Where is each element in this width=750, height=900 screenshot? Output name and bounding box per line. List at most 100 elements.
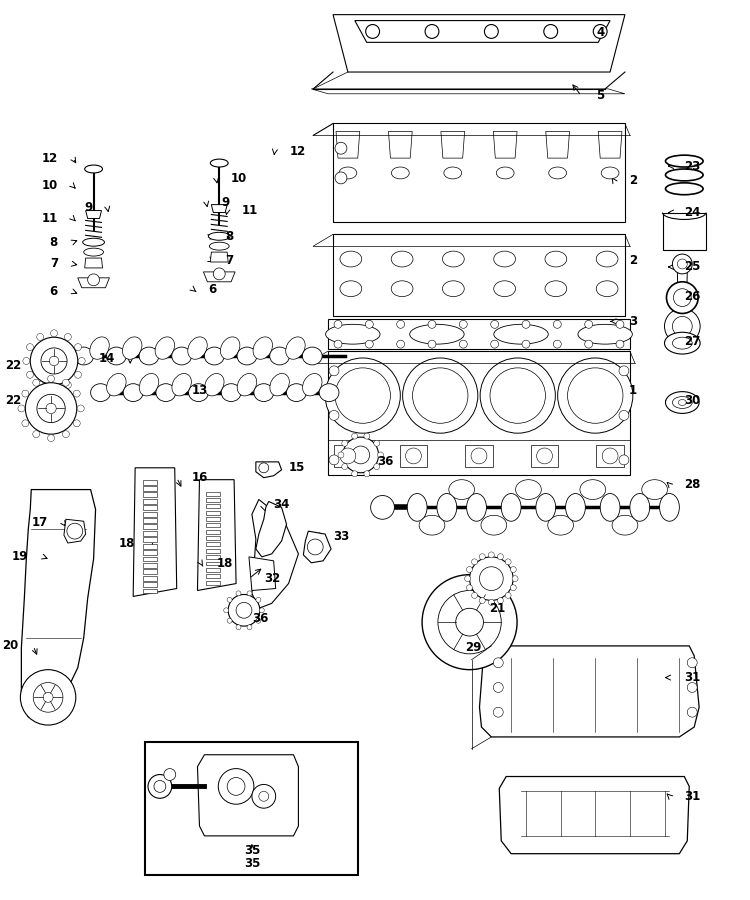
- Circle shape: [366, 24, 380, 39]
- Text: 12: 12: [290, 145, 306, 158]
- Circle shape: [334, 340, 342, 348]
- Circle shape: [20, 670, 76, 725]
- Circle shape: [256, 598, 261, 602]
- Circle shape: [422, 575, 517, 670]
- Bar: [206, 555, 220, 559]
- Circle shape: [260, 608, 264, 613]
- Bar: [206, 517, 220, 521]
- Circle shape: [247, 591, 252, 596]
- Circle shape: [510, 567, 516, 572]
- Circle shape: [236, 602, 252, 618]
- Ellipse shape: [496, 167, 514, 179]
- Text: 2: 2: [629, 254, 637, 266]
- Ellipse shape: [596, 281, 618, 297]
- Bar: [333, 123, 625, 222]
- Text: 15: 15: [289, 462, 305, 474]
- Bar: [143, 499, 157, 504]
- Circle shape: [585, 320, 592, 328]
- Ellipse shape: [665, 169, 703, 181]
- Text: 25: 25: [684, 260, 700, 274]
- Circle shape: [490, 368, 545, 423]
- Ellipse shape: [410, 324, 464, 344]
- Ellipse shape: [106, 374, 126, 396]
- Circle shape: [50, 385, 58, 392]
- Circle shape: [558, 358, 633, 433]
- Ellipse shape: [442, 281, 464, 297]
- Bar: [143, 562, 157, 568]
- Text: 36: 36: [252, 612, 268, 625]
- Bar: [206, 510, 220, 515]
- Ellipse shape: [172, 374, 191, 396]
- Ellipse shape: [419, 516, 445, 536]
- Ellipse shape: [536, 493, 556, 521]
- Ellipse shape: [515, 480, 541, 500]
- Circle shape: [340, 448, 356, 464]
- Text: 26: 26: [684, 290, 700, 303]
- Ellipse shape: [85, 165, 103, 173]
- Circle shape: [397, 320, 404, 328]
- Circle shape: [227, 598, 232, 602]
- Text: 35: 35: [244, 844, 260, 857]
- Ellipse shape: [156, 383, 176, 401]
- Polygon shape: [197, 755, 298, 836]
- Bar: [206, 543, 220, 546]
- Circle shape: [227, 618, 232, 623]
- Text: 31: 31: [684, 671, 700, 684]
- Circle shape: [18, 405, 25, 412]
- Ellipse shape: [139, 347, 159, 365]
- Text: 34: 34: [274, 498, 290, 511]
- Polygon shape: [479, 646, 699, 737]
- Bar: [662, 212, 706, 250]
- Text: 20: 20: [2, 639, 19, 652]
- Circle shape: [342, 464, 348, 470]
- Circle shape: [488, 552, 494, 558]
- Ellipse shape: [678, 400, 686, 406]
- Circle shape: [342, 440, 348, 446]
- Circle shape: [459, 320, 467, 328]
- Ellipse shape: [220, 337, 240, 359]
- Circle shape: [224, 608, 229, 613]
- Bar: [206, 549, 220, 553]
- Bar: [143, 537, 157, 543]
- Bar: [531, 446, 559, 467]
- Ellipse shape: [673, 338, 692, 349]
- Text: 7: 7: [225, 254, 233, 266]
- Circle shape: [687, 707, 698, 717]
- Text: 12: 12: [42, 151, 58, 165]
- Text: 7: 7: [50, 257, 58, 271]
- Circle shape: [335, 172, 347, 184]
- Circle shape: [428, 320, 436, 328]
- Ellipse shape: [253, 337, 272, 359]
- Circle shape: [479, 554, 485, 560]
- Ellipse shape: [665, 155, 703, 167]
- Ellipse shape: [140, 374, 159, 396]
- Text: 28: 28: [684, 478, 700, 491]
- Circle shape: [428, 340, 436, 348]
- Circle shape: [164, 769, 176, 780]
- Ellipse shape: [548, 516, 574, 536]
- Bar: [143, 505, 157, 510]
- Circle shape: [397, 340, 404, 348]
- Circle shape: [30, 338, 78, 384]
- Circle shape: [62, 379, 69, 386]
- Circle shape: [37, 382, 44, 389]
- Circle shape: [470, 557, 513, 600]
- Text: 23: 23: [684, 159, 700, 173]
- Polygon shape: [64, 519, 86, 543]
- Bar: [328, 351, 630, 474]
- Text: 2: 2: [629, 175, 637, 187]
- Text: 10: 10: [231, 173, 248, 185]
- Circle shape: [674, 289, 692, 307]
- Circle shape: [619, 410, 629, 420]
- Polygon shape: [441, 131, 465, 158]
- Polygon shape: [494, 131, 517, 158]
- Bar: [143, 544, 157, 549]
- Ellipse shape: [188, 337, 207, 359]
- Circle shape: [619, 366, 629, 376]
- Bar: [334, 446, 362, 467]
- Circle shape: [616, 320, 624, 328]
- Bar: [206, 536, 220, 540]
- Circle shape: [33, 682, 63, 712]
- Ellipse shape: [596, 251, 618, 267]
- Circle shape: [687, 682, 698, 692]
